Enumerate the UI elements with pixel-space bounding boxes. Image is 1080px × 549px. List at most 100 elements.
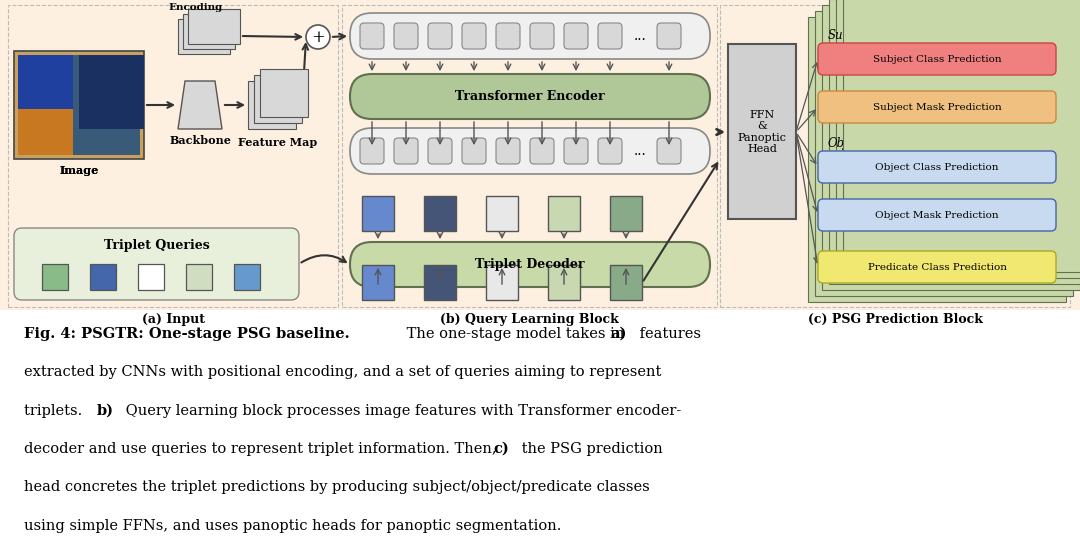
Bar xyxy=(18,55,73,155)
Text: Predicate Class Prediction: Predicate Class Prediction xyxy=(867,262,1007,272)
Text: Object Mask Prediction: Object Mask Prediction xyxy=(875,210,999,220)
FancyBboxPatch shape xyxy=(818,251,1056,283)
Text: head concretes the triplet predictions by producing subject/object/predicate cla: head concretes the triplet predictions b… xyxy=(24,480,649,495)
Text: ...: ... xyxy=(634,29,646,43)
Text: +: + xyxy=(311,29,325,46)
Bar xyxy=(610,265,642,300)
Text: Backbone: Backbone xyxy=(170,136,231,147)
Bar xyxy=(486,196,518,231)
Bar xyxy=(186,264,212,290)
Bar xyxy=(720,5,1070,307)
FancyBboxPatch shape xyxy=(564,138,588,164)
FancyBboxPatch shape xyxy=(496,23,519,49)
Bar xyxy=(234,264,260,290)
FancyBboxPatch shape xyxy=(360,138,384,164)
Bar xyxy=(79,55,144,129)
FancyBboxPatch shape xyxy=(818,151,1056,183)
Bar xyxy=(248,81,296,129)
FancyBboxPatch shape xyxy=(657,23,681,49)
FancyBboxPatch shape xyxy=(394,138,418,164)
Text: using simple FFNs, and uses panoptic heads for panoptic segmentation.: using simple FFNs, and uses panoptic hea… xyxy=(24,519,562,533)
Bar xyxy=(90,264,116,290)
FancyBboxPatch shape xyxy=(818,43,1056,75)
Text: Object Class Prediction: Object Class Prediction xyxy=(875,163,999,171)
FancyBboxPatch shape xyxy=(530,23,554,49)
Text: the PSG prediction: the PSG prediction xyxy=(517,442,663,456)
Text: Subject Mask Prediction: Subject Mask Prediction xyxy=(873,103,1001,111)
Text: Image: Image xyxy=(59,165,98,176)
FancyBboxPatch shape xyxy=(428,138,453,164)
Bar xyxy=(362,265,394,300)
FancyBboxPatch shape xyxy=(530,138,554,164)
Text: Query learning block processes image features with Transformer encoder-: Query learning block processes image fea… xyxy=(121,404,681,418)
Text: Triplet Queries: Triplet Queries xyxy=(104,239,210,253)
Text: FFN
&
Panoptic
Head: FFN & Panoptic Head xyxy=(738,110,786,154)
Bar xyxy=(14,51,144,159)
FancyBboxPatch shape xyxy=(598,138,622,164)
Text: Image: Image xyxy=(59,165,98,176)
FancyBboxPatch shape xyxy=(350,128,710,174)
Text: extracted by CNNs with positional encoding, and a set of queries aiming to repre: extracted by CNNs with positional encodi… xyxy=(24,365,661,379)
Bar xyxy=(728,44,796,219)
Text: Triplet Decoder: Triplet Decoder xyxy=(475,258,584,271)
Text: (c) PSG Prediction Block: (c) PSG Prediction Block xyxy=(808,312,983,326)
Bar xyxy=(610,196,642,231)
FancyBboxPatch shape xyxy=(564,23,588,49)
Bar xyxy=(254,75,302,123)
Text: decoder and use queries to represent triplet information. Then,: decoder and use queries to represent tri… xyxy=(24,442,501,456)
Bar xyxy=(138,264,164,290)
Bar xyxy=(42,264,68,290)
Bar xyxy=(808,17,1066,302)
FancyBboxPatch shape xyxy=(350,13,710,59)
Polygon shape xyxy=(178,81,222,129)
Bar xyxy=(486,265,518,300)
Text: Positional
Encoding: Positional Encoding xyxy=(167,0,225,12)
Text: a): a) xyxy=(610,327,626,341)
Text: Subject Class Prediction: Subject Class Prediction xyxy=(873,54,1001,64)
Text: features: features xyxy=(635,327,701,341)
FancyBboxPatch shape xyxy=(350,74,710,119)
Bar xyxy=(18,55,140,155)
FancyBboxPatch shape xyxy=(394,23,418,49)
FancyBboxPatch shape xyxy=(360,23,384,49)
FancyBboxPatch shape xyxy=(462,138,486,164)
Bar xyxy=(18,55,73,109)
Text: Transformer Encoder: Transformer Encoder xyxy=(455,90,605,103)
Text: (a) Input: (a) Input xyxy=(141,312,204,326)
Bar xyxy=(836,0,1080,278)
Bar xyxy=(822,5,1080,290)
Text: The one-stage model takes in: The one-stage model takes in xyxy=(402,327,629,341)
Text: Subject: Subject xyxy=(828,29,873,42)
Bar xyxy=(8,5,338,307)
Bar xyxy=(843,0,1080,272)
FancyBboxPatch shape xyxy=(496,138,519,164)
Bar xyxy=(829,0,1080,284)
FancyBboxPatch shape xyxy=(14,228,299,300)
Text: (b) Query Learning Block: (b) Query Learning Block xyxy=(440,312,619,326)
Text: ...: ... xyxy=(634,144,646,158)
FancyBboxPatch shape xyxy=(598,23,622,49)
Bar xyxy=(342,5,717,307)
Bar xyxy=(178,19,230,54)
FancyBboxPatch shape xyxy=(818,199,1056,231)
Bar xyxy=(0,0,1080,310)
FancyBboxPatch shape xyxy=(657,138,681,164)
Bar xyxy=(362,196,394,231)
Bar xyxy=(188,9,240,44)
Text: triplets.: triplets. xyxy=(24,404,86,418)
Text: Object: Object xyxy=(828,137,867,149)
Bar xyxy=(424,265,456,300)
FancyBboxPatch shape xyxy=(818,91,1056,123)
Bar xyxy=(548,265,580,300)
Text: c): c) xyxy=(494,442,510,456)
Text: Feature Map: Feature Map xyxy=(239,137,318,148)
Circle shape xyxy=(306,25,330,49)
Text: b): b) xyxy=(97,404,114,418)
Bar xyxy=(183,14,235,49)
Bar xyxy=(260,69,308,117)
Text: Fig. 4: PSGTR: One-stage PSG baseline.: Fig. 4: PSGTR: One-stage PSG baseline. xyxy=(24,327,350,341)
FancyBboxPatch shape xyxy=(428,23,453,49)
Bar xyxy=(548,196,580,231)
Bar xyxy=(815,11,1074,296)
Bar xyxy=(424,196,456,231)
